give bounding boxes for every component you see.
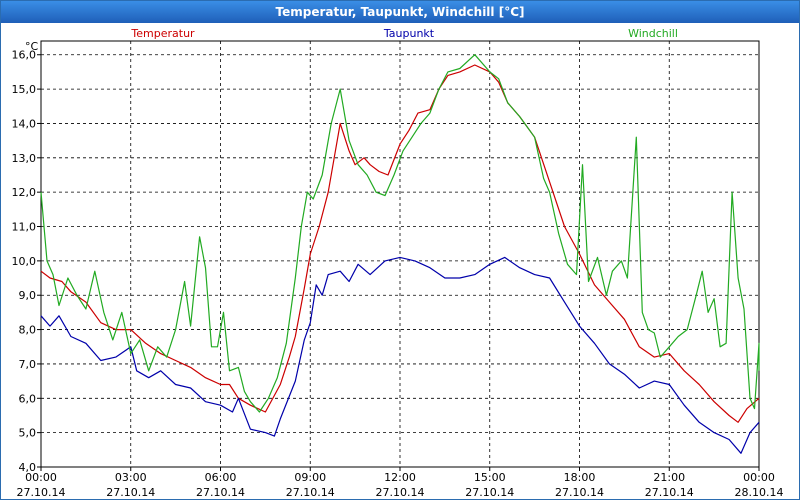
y-tick-label: 4,0 xyxy=(19,461,37,474)
legend-windchill: Windchill xyxy=(628,27,678,40)
y-tick-label: 8,0 xyxy=(19,324,37,337)
y-tick-label: 6,0 xyxy=(19,392,37,405)
x-tick-time: 12:00 xyxy=(384,471,416,484)
x-tick-date: 27.10.14 xyxy=(555,486,604,499)
x-tick-time: 18:00 xyxy=(564,471,596,484)
x-tick-time: 00:00 xyxy=(743,471,775,484)
x-tick-date: 27.10.14 xyxy=(465,486,514,499)
x-tick-date: 27.10.14 xyxy=(645,486,694,499)
y-tick-label: 15,0 xyxy=(12,83,37,96)
y-tick-label: 10,0 xyxy=(12,255,37,268)
y-axis-label: °C xyxy=(25,40,39,53)
y-tick-label: 9,0 xyxy=(19,289,37,302)
x-tick-time: 21:00 xyxy=(653,471,685,484)
x-tick-time: 03:00 xyxy=(115,471,147,484)
series-line-taupunkt xyxy=(40,256,760,454)
x-tick-time: 06:00 xyxy=(205,471,237,484)
legend-taupunkt: Taupunkt xyxy=(383,27,435,40)
y-tick-label: 11,0 xyxy=(12,221,37,234)
y-tick-label: 16,0 xyxy=(12,49,37,62)
x-tick-time: 00:00 xyxy=(25,471,57,484)
window-title: Temperatur, Taupunkt, Windchill [°C] xyxy=(1,1,799,23)
x-tick-date: 27.10.14 xyxy=(106,486,155,499)
x-tick-time: 09:00 xyxy=(294,471,326,484)
y-tick-label: 14,0 xyxy=(12,117,37,130)
chart-plot: 4,0 5,0 6,0 7,0 8,0 9,0 10,0 11,0 12,0 13,0 14,0 15… xyxy=(12,27,784,499)
y-tick-label: 13,0 xyxy=(12,152,37,165)
x-tick-date: 28.10.14 xyxy=(735,486,784,499)
x-tick-date: 27.10.14 xyxy=(17,486,66,499)
series-line-windchill xyxy=(40,54,760,413)
x-tick-date: 27.10.14 xyxy=(196,486,245,499)
y-tick-label: 5,0 xyxy=(19,427,37,440)
y-tick-label: 7,0 xyxy=(19,358,37,371)
legend-temperatur: Temperatur xyxy=(130,27,195,40)
x-tick-date: 27.10.14 xyxy=(286,486,335,499)
series-line-temperatur xyxy=(40,64,760,423)
x-tick-time: 15:00 xyxy=(474,471,506,484)
x-tick-date: 27.10.14 xyxy=(376,486,425,499)
y-tick-label: 12,0 xyxy=(12,186,37,199)
